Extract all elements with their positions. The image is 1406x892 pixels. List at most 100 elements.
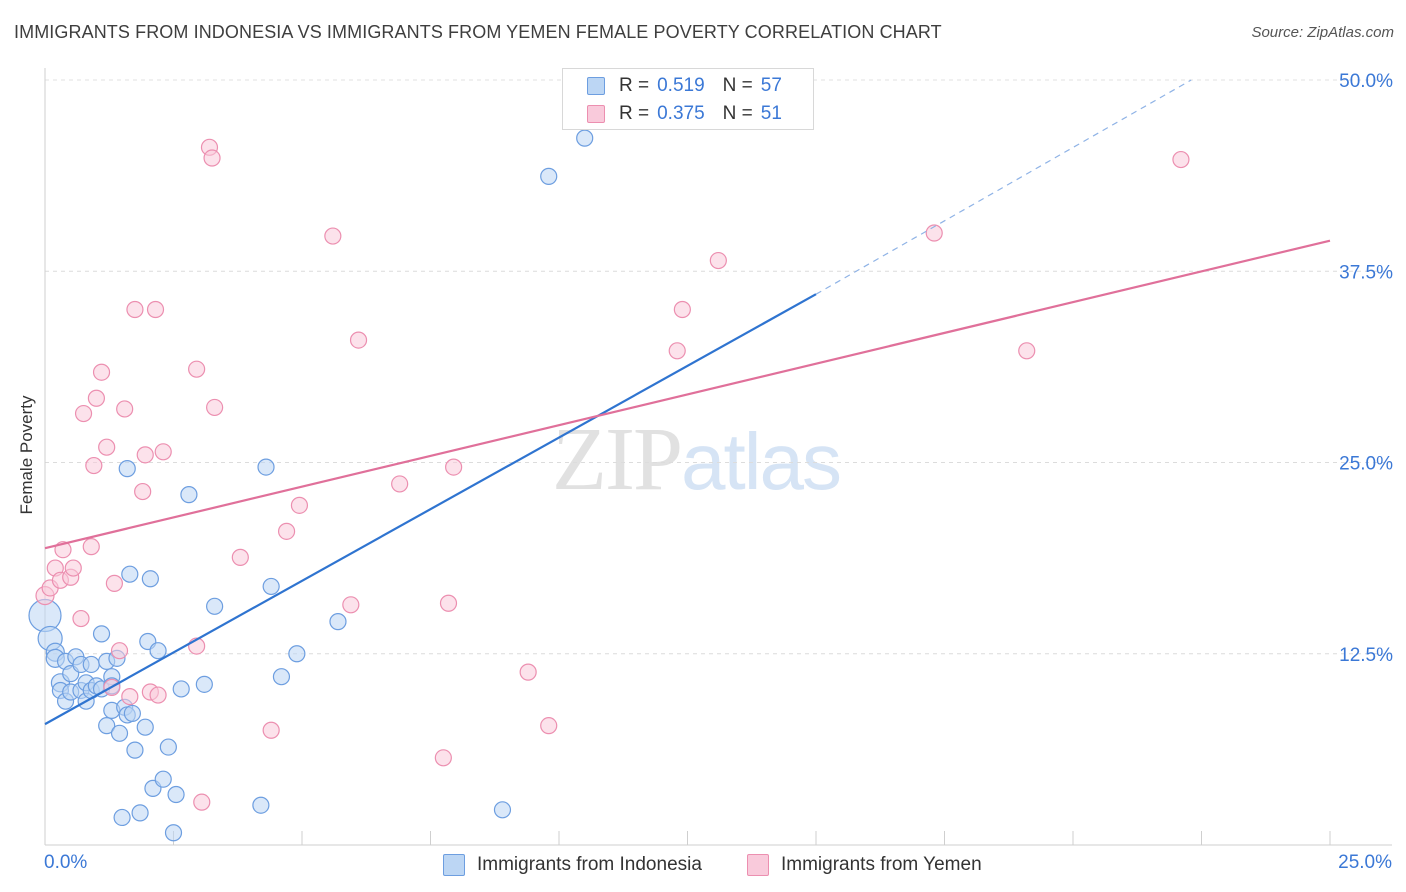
- point-yemen: [391, 475, 409, 493]
- r-label: R =: [619, 103, 650, 124]
- point-yemen: [188, 360, 206, 378]
- point-yemen: [203, 149, 221, 167]
- point-indonesia: [121, 565, 139, 583]
- point-yemen: [1018, 342, 1036, 360]
- point-yemen: [121, 687, 139, 706]
- r-label: R =: [619, 75, 650, 96]
- point-yemen: [64, 559, 82, 577]
- point-indonesia: [149, 642, 167, 660]
- point-indonesia: [288, 645, 306, 663]
- point-indonesia: [131, 804, 149, 822]
- point-yemen: [154, 443, 172, 461]
- point-indonesia: [167, 785, 185, 804]
- point-indonesia: [92, 625, 111, 643]
- n-value-yemen: 51: [760, 103, 782, 124]
- legend-row-indonesia: R = 0.519 N = 57: [587, 73, 782, 99]
- point-indonesia: [159, 738, 177, 756]
- trend-line-indonesia: [44, 293, 817, 726]
- point-yemen: [92, 363, 111, 381]
- point-yemen: [277, 522, 296, 540]
- n-value-indonesia: 57: [760, 75, 782, 96]
- legend-row-yemen: R = 0.375 N = 51: [587, 101, 782, 127]
- point-yemen: [925, 224, 943, 242]
- point-yemen: [82, 538, 100, 556]
- point-yemen: [116, 400, 134, 418]
- point-yemen: [445, 458, 463, 476]
- point-yemen: [668, 342, 686, 360]
- point-indonesia: [98, 717, 116, 735]
- point-indonesia: [136, 718, 154, 736]
- point-yemen: [262, 721, 280, 739]
- point-indonesia: [164, 824, 183, 842]
- legend-swatch-yemen: [587, 105, 605, 123]
- point-yemen: [98, 438, 116, 456]
- point-indonesia: [180, 486, 198, 504]
- point-indonesia: [195, 675, 213, 693]
- r-value-yemen: 0.375: [657, 103, 705, 124]
- point-indonesia: [493, 801, 512, 819]
- point-yemen: [324, 227, 342, 245]
- point-yemen: [149, 686, 167, 704]
- point-yemen: [146, 300, 165, 319]
- point-yemen: [439, 594, 458, 612]
- bottom-legend-label-yemen: Immigrants from Yemen: [781, 854, 982, 875]
- chart-title: IMMIGRANTS FROM INDONESIA VS IMMIGRANTS …: [14, 22, 942, 42]
- correlation-legend: R = 0.519 N = 57 R = 0.375 N = 51: [562, 68, 814, 130]
- point-yemen: [74, 404, 93, 423]
- y-tick-label: 50.0%: [1339, 71, 1393, 92]
- point-indonesia: [540, 167, 558, 185]
- point-yemen: [1172, 150, 1190, 169]
- point-yemen: [85, 456, 103, 475]
- point-yemen: [110, 642, 129, 660]
- bottom-legend-yemen: Immigrants from Yemen: [747, 852, 982, 878]
- point-indonesia: [272, 668, 291, 686]
- point-yemen: [519, 663, 537, 681]
- bottom-legend-label-indonesia: Immigrants from Indonesia: [477, 854, 702, 875]
- point-yemen: [87, 389, 106, 407]
- point-indonesia: [82, 655, 100, 674]
- n-label: N =: [722, 75, 753, 96]
- trend-line-indonesia-extension: [815, 79, 1192, 295]
- point-indonesia: [118, 460, 136, 478]
- point-indonesia: [110, 724, 129, 742]
- point-indonesia: [141, 570, 159, 588]
- point-yemen: [72, 609, 90, 628]
- y-tick-label: 12.5%: [1339, 645, 1393, 666]
- legend-swatch-indonesia: [587, 77, 605, 95]
- x-tick-label-max: 25.0%: [1338, 852, 1392, 873]
- point-yemen: [540, 717, 558, 735]
- point-indonesia: [252, 796, 270, 814]
- point-indonesia: [206, 597, 224, 615]
- x-tick-label-min: 0.0%: [44, 852, 88, 873]
- trend-line-yemen: [44, 239, 1331, 550]
- y-axis-label: Female Poverty: [17, 395, 36, 515]
- point-indonesia: [329, 613, 347, 631]
- point-indonesia: [257, 458, 275, 476]
- point-yemen: [349, 331, 368, 349]
- point-yemen: [342, 596, 360, 614]
- bottom-legend-indonesia: Immigrants from Indonesia: [443, 852, 702, 878]
- n-label: N =: [722, 103, 753, 124]
- point-indonesia: [262, 577, 280, 596]
- point-yemen: [134, 482, 152, 501]
- point-indonesia: [576, 129, 594, 147]
- point-yemen: [126, 300, 144, 319]
- point-yemen: [193, 793, 211, 811]
- point-yemen: [136, 446, 154, 464]
- point-yemen: [434, 749, 452, 767]
- bottom-legend-swatch-yemen: [747, 854, 769, 876]
- point-yemen: [105, 574, 123, 592]
- source-label: Source: ZipAtlas.com: [1251, 24, 1394, 41]
- point-yemen: [709, 251, 727, 270]
- y-tick-label: 37.5%: [1339, 262, 1393, 283]
- point-indonesia: [154, 770, 172, 788]
- point-indonesia: [126, 741, 144, 759]
- point-yemen: [290, 496, 309, 514]
- point-yemen: [206, 398, 224, 417]
- point-indonesia: [123, 704, 141, 723]
- bottom-legend-swatch-indonesia: [443, 854, 465, 876]
- point-yemen: [673, 300, 691, 319]
- r-value-indonesia: 0.519: [657, 75, 705, 96]
- y-tick-label: 25.0%: [1339, 454, 1393, 475]
